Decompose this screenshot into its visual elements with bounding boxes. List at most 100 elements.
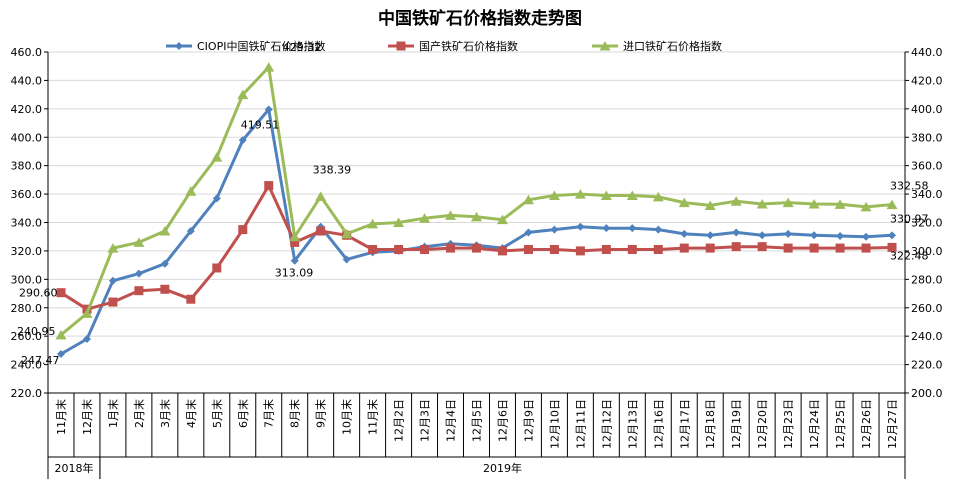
x-axis-tick-label: 12月20日 (756, 399, 769, 449)
series-line-diamond (60, 108, 893, 356)
legend-swatch-marker (396, 41, 406, 51)
data-point-diamond (576, 222, 585, 231)
left-axis-tick-label: 360.0 (11, 188, 43, 201)
x-axis-tick-label: 12月27日 (886, 399, 899, 449)
x-axis-tick-label: 12月2日 (393, 399, 406, 442)
data-point-triangle (652, 191, 664, 202)
data-point-triangle (782, 197, 794, 208)
data-point-square (757, 242, 767, 252)
data-point-diamond (888, 231, 897, 240)
x-axis-tick-label: 7月末 (262, 399, 276, 428)
data-point-square (497, 246, 507, 256)
data-point-diamond (342, 255, 351, 264)
data-point-diamond (82, 335, 91, 344)
data-point-square (705, 243, 715, 253)
data-point-triangle (237, 89, 249, 100)
x-axis-tick-label: 12月4日 (445, 399, 458, 442)
data-point-square (783, 243, 793, 253)
data-point-triangle (367, 218, 379, 229)
right-axis-tick-label: 280.0 (911, 273, 943, 286)
x-axis-tick-label: 12月18日 (704, 399, 717, 449)
left-axis-tick-label: 260.0 (11, 330, 43, 343)
data-point-diamond (56, 349, 65, 358)
data-point-diamond (862, 232, 871, 241)
right-axis-tick-label: 300.0 (911, 245, 943, 258)
right-axis-tick-label: 320.0 (911, 217, 943, 230)
data-point-triangle (626, 190, 638, 201)
right-axis-tick-label: 420.0 (911, 74, 943, 87)
x-axis-tick-label: 12月16日 (652, 399, 665, 449)
legend-label: 进口铁矿石价格指数 (623, 39, 722, 53)
right-axis-tick-label: 380.0 (911, 131, 943, 144)
data-point-square (861, 243, 871, 253)
legend: CIOPI中国铁矿石价格指数 国产铁矿石价格指数 进口铁矿石价格指数 (166, 39, 722, 53)
x-axis-tick-label: 12月19日 (730, 399, 743, 449)
series-square (56, 181, 897, 314)
right-axis-tick-label: 220.0 (911, 359, 943, 372)
right-axis-tick-label: 240.0 (911, 330, 943, 343)
data-point-triangle (263, 62, 275, 72)
data-point-diamond (186, 227, 195, 236)
data-point-diamond (784, 229, 793, 238)
x-axis-tick-label: 12月12日 (600, 399, 613, 449)
data-point-square (472, 243, 481, 253)
data-point-square (575, 246, 585, 256)
data-point-diamond (706, 231, 715, 240)
data-point-diamond (108, 276, 117, 285)
x-axis-tick-label: 12月9日 (522, 399, 535, 442)
x-axis-tick-label: 12月6日 (496, 399, 509, 442)
data-point-triangle (159, 226, 171, 236)
x-axis-tick-label: 12月24日 (808, 399, 821, 449)
x-axis-tick-label: 12月5日 (471, 399, 484, 442)
x-axis-tick-label: 12月13日 (626, 399, 639, 449)
data-point-square (601, 244, 611, 254)
legend-label: CIOPI中国铁矿石价格指数 (197, 39, 325, 53)
legend-swatch-marker (175, 42, 183, 50)
data-label: 313.09 (275, 267, 314, 280)
x-axis-tick-label: 12月末 (80, 399, 94, 435)
data-point-square (420, 244, 430, 254)
year-group-label: 2018年 (54, 461, 93, 475)
left-axis-tick-label: 280.0 (11, 302, 43, 315)
left-axis-tick-label: 440.0 (11, 74, 43, 87)
x-axis-tick-label: 5月末 (210, 399, 224, 428)
data-point-triangle (756, 199, 768, 209)
x-axis-tick-label: 4月末 (184, 399, 198, 428)
data-point-square (134, 286, 144, 296)
x-axis-tick-label: 12月23日 (782, 399, 795, 449)
data-point-triangle (341, 228, 353, 239)
data-point-triangle (445, 210, 457, 220)
data-point-triangle (678, 197, 690, 208)
left-axis-tick-label: 220.0 (11, 387, 43, 400)
data-point-diamond (810, 231, 819, 240)
data-point-square (731, 242, 741, 252)
data-point-triangle (55, 329, 67, 340)
data-point-square (264, 181, 274, 191)
left-axis-tick-label: 420.0 (11, 103, 43, 116)
data-point-square (523, 244, 533, 254)
data-point-square (627, 244, 637, 254)
left-axis-tick-label: 320.0 (11, 245, 43, 258)
x-axis-tick-label: 8月末 (288, 399, 302, 428)
left-axis-tick-label: 400.0 (11, 131, 43, 144)
left-axis-tick-label: 240.0 (11, 359, 43, 372)
data-point-diamond (212, 194, 221, 203)
data-labels: 290.60 240.95 247.47 429.32 419.51 313.09 338.… (17, 41, 929, 367)
data-point-diamond (732, 228, 741, 237)
x-axis-tick-label: 6月末 (236, 399, 250, 428)
legend-swatch-marker (599, 41, 611, 51)
left-axis-tick-label: 380.0 (11, 160, 43, 173)
data-point-triangle (600, 190, 612, 201)
data-label: 429.32 (283, 41, 322, 54)
data-point-square (108, 297, 118, 307)
left-axis-tick-label: 300.0 (11, 273, 43, 286)
data-point-square (679, 243, 689, 253)
data-label: 338.39 (313, 163, 352, 176)
data-point-triangle (393, 217, 405, 227)
data-point-diamond (758, 231, 767, 240)
data-point-square (160, 284, 170, 294)
data-point-diamond (290, 256, 299, 265)
x-axis-tick-label: 12月17日 (678, 399, 691, 449)
data-point-triangle (471, 211, 482, 222)
data-point-diamond (628, 224, 637, 233)
